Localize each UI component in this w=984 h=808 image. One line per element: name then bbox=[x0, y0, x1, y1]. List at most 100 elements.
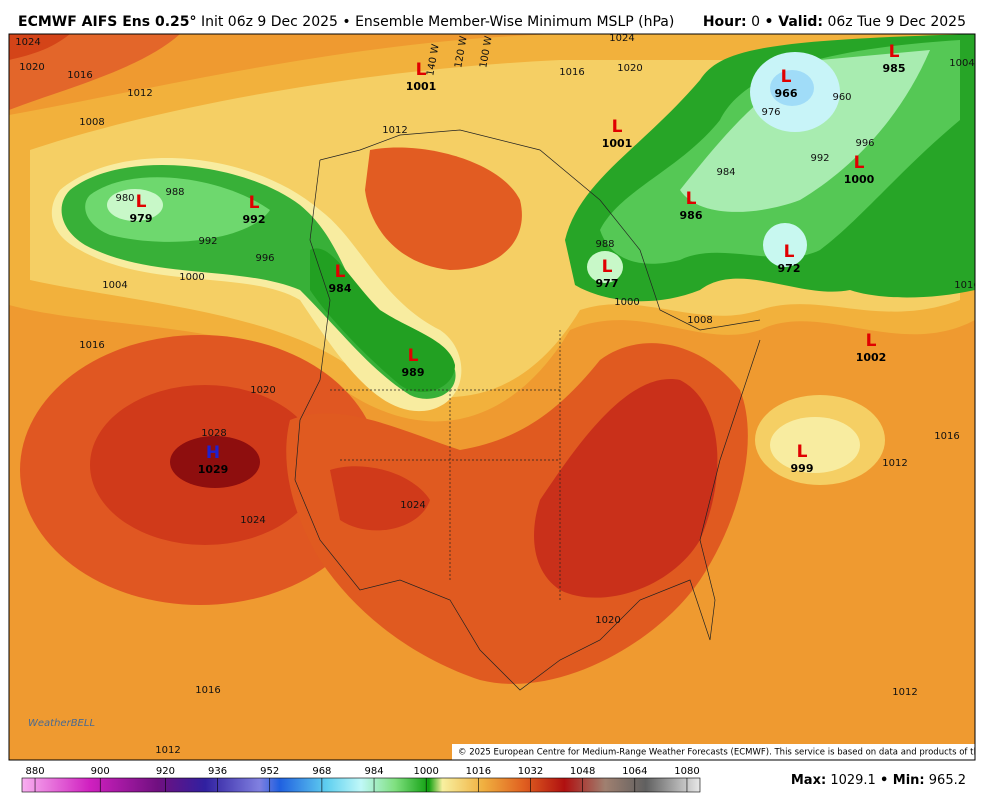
low-pressure-center bbox=[107, 189, 163, 221]
contour-label: 1020 bbox=[595, 615, 620, 626]
center-letter: L bbox=[602, 257, 613, 277]
center-pressure: 1001 bbox=[406, 80, 437, 93]
valid-label: • Valid: bbox=[764, 14, 823, 30]
colorbar-tick-label: 936 bbox=[208, 766, 227, 777]
contour-label: 1024 bbox=[240, 515, 265, 526]
contour-label: 1016 bbox=[195, 685, 220, 696]
center-pressure: 966 bbox=[775, 87, 798, 100]
valid-time: 06z Tue 9 Dec 2025 bbox=[827, 14, 966, 30]
min-value: 965.2 bbox=[929, 773, 966, 788]
center-pressure: 1000 bbox=[844, 173, 875, 186]
contour-label: 1012 bbox=[882, 458, 907, 469]
contour-label: 1016 bbox=[934, 431, 959, 442]
center-letter: H bbox=[206, 443, 220, 463]
colorbar bbox=[21, 777, 701, 793]
colorbar-tick-label: 968 bbox=[312, 766, 331, 777]
contour-label: 992 bbox=[810, 153, 829, 164]
center-letter: L bbox=[781, 67, 792, 87]
contour-label: 1004 bbox=[949, 58, 974, 69]
center-pressure: 992 bbox=[243, 213, 266, 226]
map-frame bbox=[8, 33, 976, 761]
center-letter: L bbox=[249, 193, 260, 213]
min-label: • Min: bbox=[880, 773, 925, 788]
footer-stats: Max: 1029.1 • Min: 965.2 bbox=[791, 773, 966, 788]
map: L1001L979L992L984L989H1029L1001L966L985L… bbox=[9, 33, 984, 760]
center-letter: L bbox=[854, 153, 865, 173]
contour-label: 960 bbox=[832, 92, 851, 103]
high-pressure-area bbox=[9, 34, 180, 110]
colorbar-tick-label: 1064 bbox=[622, 766, 647, 777]
contour-label: 1012 bbox=[892, 687, 917, 698]
low-pressure-center bbox=[770, 70, 814, 106]
model-name: ECMWF AIFS Ens 0.25° bbox=[18, 14, 197, 30]
header-right: Hour: 0 • Valid: 06z Tue 9 Dec 2025 bbox=[703, 14, 966, 30]
contour-label: 988 bbox=[165, 187, 184, 198]
contour-label: 1020 bbox=[19, 62, 44, 73]
colorbar-tick-label: 952 bbox=[260, 766, 279, 777]
high-pressure-area bbox=[365, 147, 522, 270]
contour-label: 1016 bbox=[79, 340, 104, 351]
center-letter: L bbox=[784, 242, 795, 262]
low-pressure-area bbox=[310, 248, 455, 393]
contour-label: 976 bbox=[761, 107, 780, 118]
header-left: ECMWF AIFS Ens 0.25° Init 06z 9 Dec 2025… bbox=[18, 14, 674, 30]
high-pressure-area bbox=[534, 379, 718, 598]
contour-label: 992 bbox=[198, 236, 217, 247]
contour-label: 1012 bbox=[127, 88, 152, 99]
copyright: © 2025 European Centre for Medium-Range … bbox=[458, 748, 984, 758]
center-pressure: 979 bbox=[130, 212, 153, 225]
center-letter: L bbox=[408, 346, 419, 366]
contour-label: 980 bbox=[115, 193, 134, 204]
hour-label: Hour: bbox=[703, 14, 747, 30]
colorbar-tick-label: 1016 bbox=[466, 766, 491, 777]
contour-label: 1020 bbox=[617, 63, 642, 74]
low-pressure-center bbox=[763, 223, 807, 267]
contour-label: 1012 bbox=[155, 745, 180, 756]
center-letter: L bbox=[136, 192, 147, 212]
center-letter: L bbox=[866, 331, 877, 351]
map-labels: L1001L979L992L984L989H1029L1001L966L985L… bbox=[15, 33, 979, 756]
center-letter: L bbox=[416, 60, 427, 80]
center-pressure: 972 bbox=[778, 262, 801, 275]
center-pressure: 1002 bbox=[856, 351, 887, 364]
contour-label: 1024 bbox=[15, 37, 40, 48]
max-label: Max: bbox=[791, 773, 826, 788]
colorbar-tick-label: 1048 bbox=[570, 766, 595, 777]
contour-label: 1016 bbox=[954, 280, 979, 291]
max-value: 1029.1 bbox=[830, 773, 876, 788]
border-line bbox=[330, 330, 561, 600]
copyright-box bbox=[452, 744, 975, 760]
contour-label: 1008 bbox=[79, 117, 104, 128]
center-pressure: 1001 bbox=[602, 137, 633, 150]
center-letter: L bbox=[335, 262, 346, 282]
center-pressure: 989 bbox=[402, 366, 425, 379]
hour: 0 bbox=[751, 14, 760, 30]
center-pressure: 977 bbox=[596, 277, 619, 290]
center-letter: L bbox=[797, 442, 808, 462]
high-pressure-center bbox=[170, 436, 260, 488]
contour-label: 1024 bbox=[609, 33, 634, 44]
contour-label: 1016 bbox=[559, 67, 584, 78]
colorbar-tick-label: 1000 bbox=[413, 766, 438, 777]
center-pressure: 1029 bbox=[198, 463, 229, 476]
high-pressure-area bbox=[330, 466, 430, 531]
colorbar-tick-label: 920 bbox=[156, 766, 175, 777]
contour-label: 996 bbox=[255, 253, 274, 264]
logo: WeatherBELL bbox=[28, 718, 95, 729]
high-pressure-area bbox=[9, 34, 70, 60]
contour-label: 1024 bbox=[400, 500, 425, 511]
contour-label: 996 bbox=[855, 138, 874, 149]
contour-label: 984 bbox=[716, 167, 735, 178]
contour-label: 1000 bbox=[614, 297, 639, 308]
colorbar-tick-label: 900 bbox=[91, 766, 110, 777]
colorbar-tick-label: 1080 bbox=[674, 766, 699, 777]
colorbar-ticks: 880 900 920 936 952 968 984 1000 1016 1032 1048 106… bbox=[25, 766, 700, 792]
low-pressure-center bbox=[587, 251, 623, 283]
contour-label: 988 bbox=[595, 239, 614, 250]
center-pressure: 985 bbox=[883, 62, 906, 75]
contour-label: 1008 bbox=[687, 315, 712, 326]
contour-label: 1020 bbox=[250, 385, 275, 396]
colorbar-tick-label: 984 bbox=[364, 766, 383, 777]
coastline bbox=[294, 129, 761, 691]
